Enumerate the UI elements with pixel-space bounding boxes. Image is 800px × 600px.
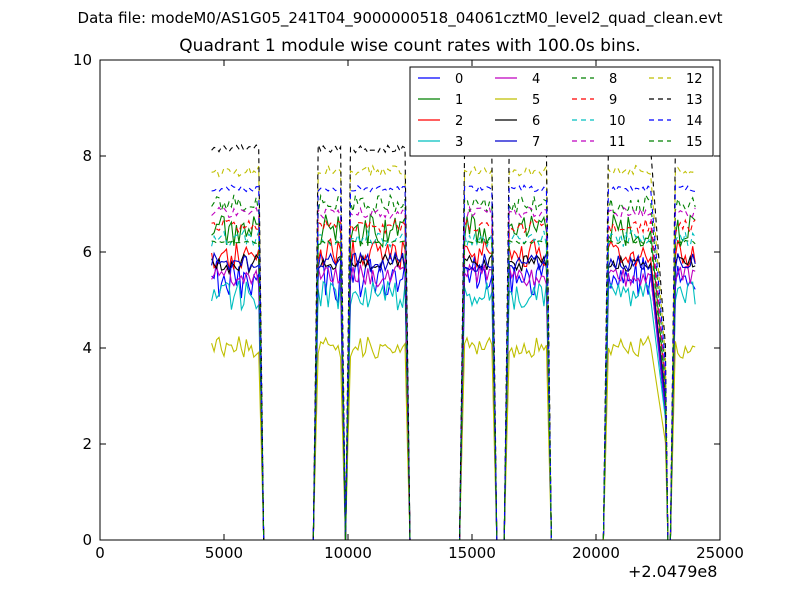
series-line-6 — [211, 253, 696, 540]
legend-label-14: 14 — [686, 114, 703, 129]
series-line-13 — [211, 143, 696, 540]
axes-frame — [99, 59, 721, 541]
series-line-2 — [211, 237, 696, 540]
x-tick-label: 25000 — [696, 544, 744, 562]
legend-label-9: 9 — [609, 93, 617, 108]
figure-suptitle: Data file: modeM0/AS1G05_241T04_90000005… — [77, 9, 723, 27]
legend-label-10: 10 — [609, 114, 626, 129]
legend-label-3: 3 — [455, 135, 463, 150]
series-line-0 — [211, 252, 696, 540]
series-layer — [211, 143, 696, 540]
series-line-10 — [211, 229, 696, 540]
legend-label-4: 4 — [532, 72, 540, 87]
series-line-4 — [211, 263, 696, 540]
series-line-7 — [211, 251, 696, 540]
series-line-12 — [211, 163, 696, 540]
series-line-1 — [211, 213, 696, 540]
x-tick-label: 5000 — [205, 544, 243, 562]
legend-label-2: 2 — [455, 114, 463, 129]
legend-label-8: 8 — [609, 72, 617, 87]
y-tick-label: 6 — [82, 243, 92, 261]
x-tick-label: 10000 — [324, 544, 372, 562]
series-line-14 — [211, 184, 696, 540]
legend-label-0: 0 — [455, 72, 463, 87]
y-tick-label: 0 — [82, 531, 92, 549]
x-axis-offset-text: +2.0479e8 — [628, 562, 718, 581]
x-tick-label: 20000 — [572, 544, 620, 562]
series-line-8 — [211, 193, 696, 540]
series-line-3 — [211, 280, 696, 540]
legend-label-13: 13 — [686, 93, 703, 108]
y-tick-label: 4 — [82, 339, 92, 357]
x-tick-label: 0 — [95, 544, 105, 562]
series-line-15 — [211, 239, 696, 540]
series-line-5 — [211, 334, 696, 540]
series-line-11 — [211, 205, 696, 540]
legend-label-6: 6 — [532, 114, 540, 129]
x-tick-label: 15000 — [448, 544, 496, 562]
legend-label-7: 7 — [532, 135, 540, 150]
y-tick-label: 10 — [73, 51, 92, 69]
legend-label-5: 5 — [532, 93, 540, 108]
y-tick-label: 8 — [82, 147, 92, 165]
legend-label-1: 1 — [455, 93, 463, 108]
legend-label-11: 11 — [609, 135, 626, 150]
legend-label-12: 12 — [686, 72, 703, 87]
legend-label-15: 15 — [686, 135, 703, 150]
y-tick-label: 2 — [82, 435, 92, 453]
chart-title: Quadrant 1 module wise count rates with … — [179, 36, 641, 56]
series-line-9 — [211, 217, 696, 540]
